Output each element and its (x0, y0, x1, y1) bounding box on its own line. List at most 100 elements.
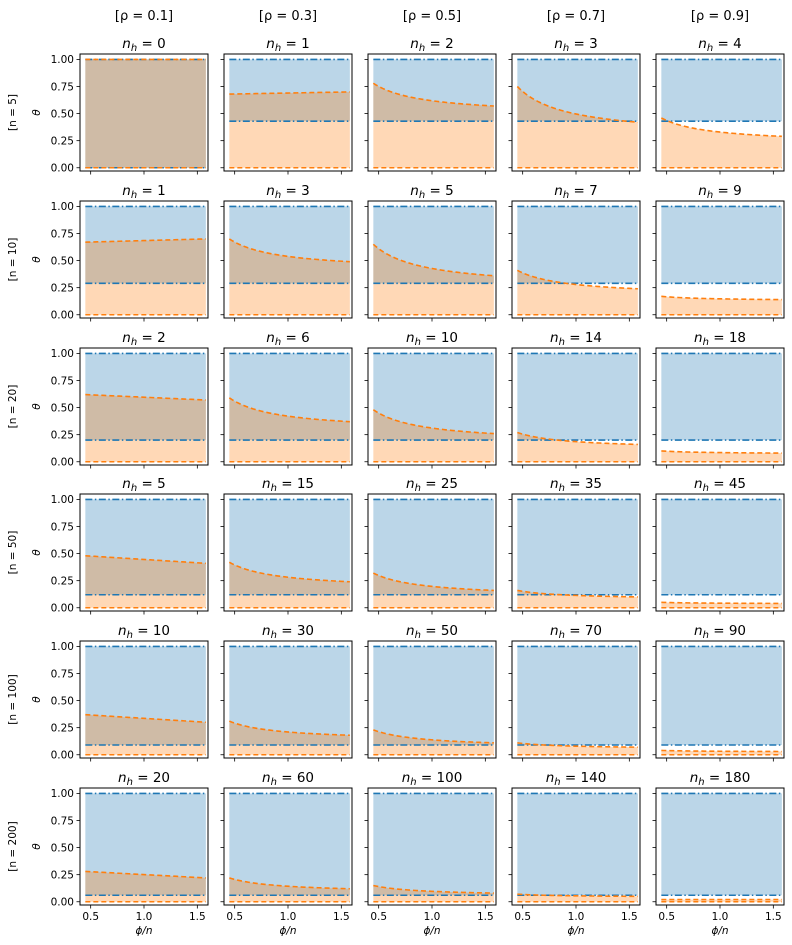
subplot-plot-area (228, 498, 350, 609)
panel-title-value: 60 (297, 770, 314, 786)
column-title: [ρ = 0.7] (547, 9, 605, 24)
panel-title-subscript: h (563, 43, 569, 54)
orange-upper-bound (661, 295, 782, 301)
row-title: [n = 200] (7, 821, 19, 871)
orange-region (373, 729, 494, 755)
subplot: 0.5 1.0 1.5 nh = 140 ϕ/n (508, 770, 641, 937)
orange-upper-bound (516, 85, 638, 124)
orange-region (373, 83, 494, 168)
blue-region (373, 206, 494, 284)
panel-title: nh = 9 (698, 183, 741, 201)
panel-title-equals: = (569, 183, 589, 199)
blue-region (661, 499, 782, 595)
panel-title: nh = 3 (554, 36, 597, 54)
y-axis-label: θ (31, 843, 43, 850)
panel-title-subscript: h (415, 337, 421, 348)
panel-title-subscript: h (559, 337, 565, 348)
panel-title-equals: = (565, 330, 585, 346)
row-title: [n = 10] (7, 238, 19, 282)
panel-title-equals: = (569, 36, 589, 52)
panel-title: nh = 0 (122, 36, 165, 54)
y-axis-label: θ (31, 109, 43, 116)
panel-title-subscript: h (271, 777, 277, 788)
blue-region (85, 59, 206, 168)
blue-region (661, 353, 782, 441)
panel-title: nh = 100 (402, 770, 463, 788)
panel-title-subscript: h (707, 190, 713, 201)
orange-upper-bound (661, 601, 782, 605)
panel-title: nh = 60 (262, 770, 314, 788)
panel-title: nh = 70 (550, 623, 602, 641)
y-tick-label: 0.00 (51, 603, 74, 615)
panel-title-equals: = (713, 183, 733, 199)
y-axis-label: θ (31, 256, 43, 263)
panel-title-subscript: h (131, 483, 137, 494)
panel-title-subscript: h (275, 337, 281, 348)
y-tick-label: 0.00 (51, 897, 74, 909)
orange-region (661, 117, 782, 168)
panel-title-subscript: h (419, 43, 425, 54)
panel-title: nh = 6 (266, 330, 309, 348)
y-tick-label: 0.50 (51, 842, 74, 854)
panel-title-equals: = (133, 770, 153, 786)
y-tick-label: 1.00 (51, 54, 74, 66)
blue-region (85, 793, 206, 896)
row-title: [n = 5] (7, 94, 19, 131)
panel-title-value: 9 (733, 183, 742, 199)
y-tick-label: 0.75 (51, 815, 74, 827)
orange-upper-bound (85, 238, 206, 243)
y-tick-label: 0.00 (51, 457, 74, 469)
panel-title-value: 6 (301, 330, 310, 346)
panel-title-value: 18 (729, 330, 746, 346)
panel-title-equals: = (561, 770, 581, 786)
subplot-plot-area (516, 58, 638, 169)
subplot-plot-area (372, 498, 494, 609)
panel-title-subscript: h (131, 43, 137, 54)
orange-region (229, 397, 350, 462)
panel-title-value: 15 (297, 476, 314, 492)
x-axis-label: ϕ/n (711, 925, 728, 937)
panel-title: nh = 45 (694, 476, 746, 494)
panel-title-symbol: n (122, 330, 131, 346)
panel-title-subscript: h (703, 630, 709, 641)
panel-title-value: 100 (437, 770, 463, 786)
subplot-plot-area (85, 498, 206, 609)
column-title: [ρ = 0.9] (691, 9, 749, 24)
subplot: nh = 6 (220, 330, 353, 469)
orange-region (373, 573, 494, 608)
panel-title-equals: = (137, 36, 157, 52)
x-tick-label: 0.5 (514, 911, 531, 923)
panel-title-equals: = (425, 36, 445, 52)
orange-upper-bound (373, 729, 494, 744)
panel-title-subscript: h (563, 190, 569, 201)
subplot-plot-area (660, 58, 782, 169)
panel-title-equals: = (277, 770, 297, 786)
panel-title-subscript: h (275, 190, 281, 201)
panel-title-value: 50 (441, 623, 458, 639)
blue-region (85, 499, 206, 595)
row-title: [n = 20] (7, 385, 19, 429)
panel-title-symbol: n (118, 623, 127, 639)
y-tick-label: 0.25 (51, 282, 74, 294)
panel-title-subscript: h (127, 630, 133, 641)
panel-title-symbol: n (266, 183, 275, 199)
blue-region (373, 793, 494, 896)
y-tick-label: 0.25 (51, 722, 74, 734)
panel-title: nh = 1 (266, 36, 309, 54)
panel-title-subscript: h (415, 483, 421, 494)
y-tick-label: 0.25 (51, 135, 74, 147)
orange-region (229, 238, 350, 315)
panel-title: nh = 2 (122, 330, 165, 348)
subplot: nh = 35 (508, 476, 641, 615)
y-tick-label: 0.25 (51, 869, 74, 881)
panel-title-symbol: n (550, 476, 559, 492)
orange-region (517, 894, 638, 902)
panel-title-symbol: n (698, 36, 707, 52)
panel-title-equals: = (421, 623, 441, 639)
panel-title-equals: = (277, 476, 297, 492)
panel-title-equals: = (425, 183, 445, 199)
panel-title-subscript: h (419, 190, 425, 201)
orange-upper-bound (85, 713, 206, 724)
panel-title-equals: = (137, 476, 157, 492)
